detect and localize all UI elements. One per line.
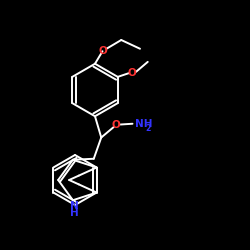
Text: O: O [112,120,120,130]
Text: N: N [70,201,78,211]
Text: H: H [70,208,78,218]
Text: NH: NH [135,119,152,129]
Text: O: O [98,46,107,56]
Text: O: O [128,68,136,78]
Text: 2: 2 [146,124,151,133]
